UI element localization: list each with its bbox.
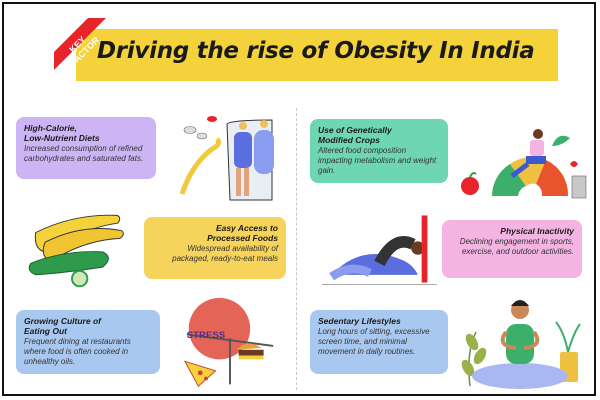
infographic-frame: Driving the rise of Obesity In India KEY…	[2, 2, 596, 396]
card-description: Frequent dining at restaurants where foo…	[24, 337, 131, 366]
banana-icon	[28, 214, 124, 288]
page-title: Driving the rise of Obesity In India	[97, 38, 535, 64]
card-high-calorie-diets: High-Calorie, Low-Nutrient Diets Increas…	[16, 117, 156, 179]
card-title-line-2: Eating Out	[24, 326, 67, 336]
card-title: Easy Access to Processed Foods	[152, 223, 278, 243]
stress-scale-icon: STRESS	[183, 297, 274, 388]
card-title: Sedentary Lifestyles	[318, 316, 401, 326]
card-title: Physical Inactivity	[500, 226, 574, 236]
yoga-backbend-icon	[322, 215, 437, 285]
card-title: Use of Genetically Modified Crops	[318, 125, 440, 145]
stress-label: STRESS	[187, 330, 226, 341]
card-title: Growing Culture of Eating Out	[24, 316, 152, 336]
column-divider	[296, 108, 297, 390]
card-physical-inactivity: Physical Inactivity Declining engagement…	[442, 220, 582, 278]
card-description: Altered food composition impacting metab…	[318, 146, 437, 175]
card-title-line-2: Modified Crops	[318, 135, 380, 145]
card-description: Widespread availability of packaged, rea…	[172, 244, 278, 263]
fitness-gauge-icon	[461, 129, 587, 199]
key-factor-badge-icon	[54, 18, 106, 70]
card-sedentary-lifestyles: Sedentary Lifestyles Long hours of sitti…	[310, 310, 448, 374]
card-title-line-2: Processed Foods	[207, 233, 278, 243]
card-title-line-1: High-Calorie,	[24, 123, 77, 133]
card-description: Increased consumption of refined carbohy…	[24, 144, 144, 163]
card-processed-foods: Easy Access to Processed Foods Widesprea…	[144, 217, 286, 279]
mirror-weight-icon	[179, 116, 274, 201]
card-title-line-1: Growing Culture of	[24, 316, 101, 326]
card-eating-out: Growing Culture of Eating Out Frequent d…	[16, 310, 160, 374]
card-title-line-1: Easy Access to	[215, 223, 278, 233]
card-title-line-2: Low-Nutrient Diets	[24, 133, 100, 143]
card-title: High-Calorie, Low-Nutrient Diets	[24, 123, 148, 143]
card-description: Long hours of sitting, excessive screen …	[318, 327, 430, 356]
title-banner	[76, 29, 558, 81]
card-gmo-crops: Use of Genetically Modified Crops Altere…	[310, 119, 448, 183]
card-description: Declining engagement in sports, exercise…	[459, 237, 574, 256]
meditation-person-icon	[461, 300, 581, 389]
card-title-line-1: Use of Genetically	[318, 125, 392, 135]
